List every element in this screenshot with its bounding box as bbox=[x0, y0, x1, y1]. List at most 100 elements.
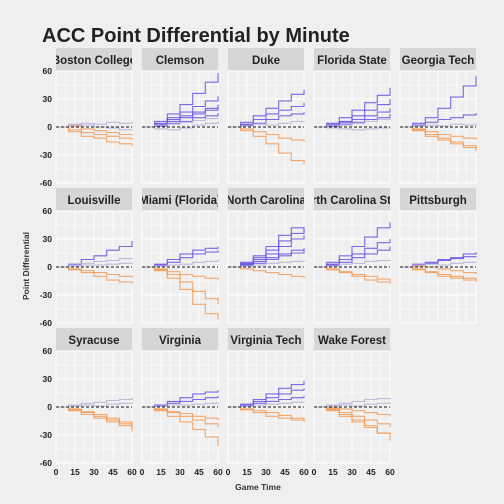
x-tick-label: 30 bbox=[261, 467, 271, 477]
x-tick-label: 45 bbox=[194, 467, 204, 477]
series-line bbox=[228, 126, 305, 165]
series-line bbox=[142, 266, 219, 281]
series-line bbox=[400, 126, 477, 141]
facet-panel: Georgia Tech bbox=[399, 48, 477, 184]
facet-label: Miami (Florida) bbox=[139, 195, 221, 207]
y-tick-label: 0 bbox=[47, 402, 52, 412]
y-tick-label: 0 bbox=[47, 122, 52, 132]
x-tick-label: 0 bbox=[226, 467, 231, 477]
series-line bbox=[56, 266, 133, 284]
y-tick-label: -60 bbox=[40, 318, 53, 328]
x-tick-label: 15 bbox=[156, 467, 166, 477]
series-line bbox=[56, 262, 133, 268]
series-line bbox=[314, 266, 391, 281]
facet-label: Boston College bbox=[52, 55, 136, 67]
series-line bbox=[228, 126, 305, 142]
series-line bbox=[228, 112, 305, 128]
facet-label: Georgia Tech bbox=[402, 55, 475, 67]
facet-panel: North Carolina State bbox=[313, 188, 391, 324]
series-line bbox=[400, 113, 477, 128]
series-line bbox=[142, 104, 219, 128]
facet-label: North Carolina bbox=[226, 195, 306, 207]
series-line bbox=[228, 380, 305, 408]
series-line bbox=[56, 397, 133, 408]
series-line bbox=[314, 87, 391, 128]
facet-strip bbox=[142, 48, 218, 71]
series-line bbox=[56, 406, 133, 432]
facet-panel: Virginia bbox=[141, 328, 219, 464]
facet-panel: Boston College bbox=[52, 48, 136, 184]
facet-strip bbox=[56, 48, 132, 71]
series-line bbox=[314, 117, 391, 128]
facet-panel: Wake Forest bbox=[313, 328, 391, 464]
series-line bbox=[142, 117, 219, 128]
y-tick-label: -30 bbox=[40, 150, 53, 160]
facet-label: Syracuse bbox=[68, 335, 119, 347]
series-line bbox=[142, 266, 219, 305]
series-line bbox=[228, 89, 305, 128]
facet-strip bbox=[56, 188, 132, 211]
facet-strip bbox=[56, 328, 132, 351]
facet-panel: North Carolina bbox=[226, 188, 306, 324]
series-line bbox=[228, 250, 305, 268]
x-tick-label: 60 bbox=[299, 467, 309, 477]
series-line bbox=[142, 406, 219, 447]
x-tick-label: 0 bbox=[140, 467, 145, 477]
y-tick-label: 60 bbox=[43, 206, 53, 216]
series-line bbox=[314, 406, 391, 428]
x-tick-label: 0 bbox=[312, 467, 317, 477]
series-line bbox=[400, 123, 477, 128]
facet-panel: Duke bbox=[227, 48, 305, 184]
facet-panel: Virginia Tech bbox=[227, 328, 305, 464]
series-line bbox=[314, 126, 391, 131]
x-tick-label: 45 bbox=[280, 467, 290, 477]
series-line bbox=[56, 240, 133, 268]
y-axis-label: Point Differential bbox=[21, 232, 31, 300]
series-line bbox=[314, 239, 391, 268]
facet-panel: Pittsburgh bbox=[399, 188, 477, 324]
series-line bbox=[228, 406, 305, 422]
x-tick-label: 45 bbox=[366, 467, 376, 477]
series-line bbox=[314, 246, 391, 268]
series-line bbox=[228, 120, 305, 128]
facet-panel: Louisville bbox=[55, 188, 133, 324]
facet-strip bbox=[228, 328, 304, 351]
series-line bbox=[142, 390, 219, 408]
series-line bbox=[228, 406, 305, 421]
series-line bbox=[400, 266, 477, 282]
facet-panel: Clemson bbox=[141, 48, 219, 184]
facet-strip bbox=[228, 48, 304, 71]
x-tick-label: 30 bbox=[347, 467, 357, 477]
series-line bbox=[142, 72, 219, 128]
series-line bbox=[400, 126, 477, 152]
series-line bbox=[314, 397, 391, 408]
y-tick-label: 60 bbox=[43, 66, 53, 76]
series-line bbox=[314, 406, 391, 417]
series-line bbox=[142, 96, 219, 128]
x-tick-label: 30 bbox=[89, 467, 99, 477]
series-line bbox=[56, 402, 133, 408]
series-line bbox=[142, 406, 219, 428]
x-tick-label: 60 bbox=[213, 467, 223, 477]
series-line bbox=[142, 246, 219, 268]
facet-label: Louisville bbox=[67, 195, 120, 207]
facet-label: Pittsburgh bbox=[409, 195, 467, 207]
x-tick-label: 15 bbox=[242, 467, 252, 477]
y-tick-label: 30 bbox=[43, 94, 53, 104]
x-tick-label: 60 bbox=[385, 467, 395, 477]
series-line bbox=[314, 99, 391, 128]
series-line bbox=[142, 121, 219, 131]
x-tick-label: 0 bbox=[54, 467, 59, 477]
series-line bbox=[228, 260, 305, 268]
series-line bbox=[228, 229, 305, 268]
facet-panel: Miami (Florida) bbox=[139, 188, 221, 324]
facet-strip bbox=[142, 328, 218, 351]
chart-title: ACC Point Differential by Minute bbox=[42, 25, 350, 47]
x-tick-label: 15 bbox=[328, 467, 338, 477]
facet-panel: Syracuse bbox=[55, 328, 133, 464]
facet-label: Wake Forest bbox=[318, 335, 386, 347]
y-tick-label: -30 bbox=[40, 290, 53, 300]
facet-strip bbox=[400, 48, 476, 71]
facet-strip bbox=[142, 188, 218, 211]
